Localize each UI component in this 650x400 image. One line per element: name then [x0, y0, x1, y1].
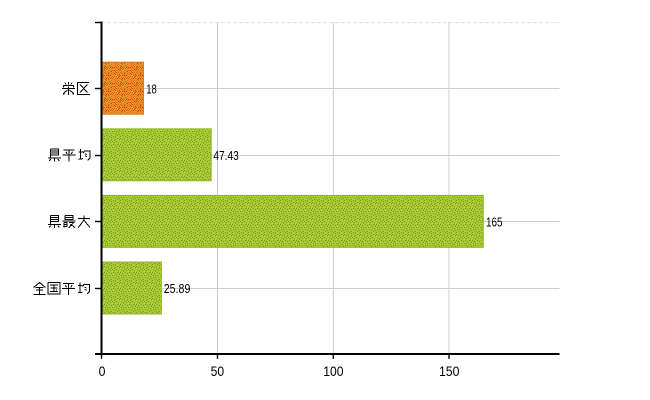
- svg-text:50: 50: [211, 363, 225, 379]
- svg-text:0: 0: [99, 363, 106, 379]
- svg-text:150: 150: [439, 363, 460, 379]
- svg-text:165: 165: [486, 215, 503, 230]
- svg-text:100: 100: [323, 363, 343, 379]
- svg-text:18: 18: [146, 82, 157, 97]
- svg-text:47.43: 47.43: [213, 148, 238, 163]
- svg-text:25.89: 25.89: [164, 281, 191, 296]
